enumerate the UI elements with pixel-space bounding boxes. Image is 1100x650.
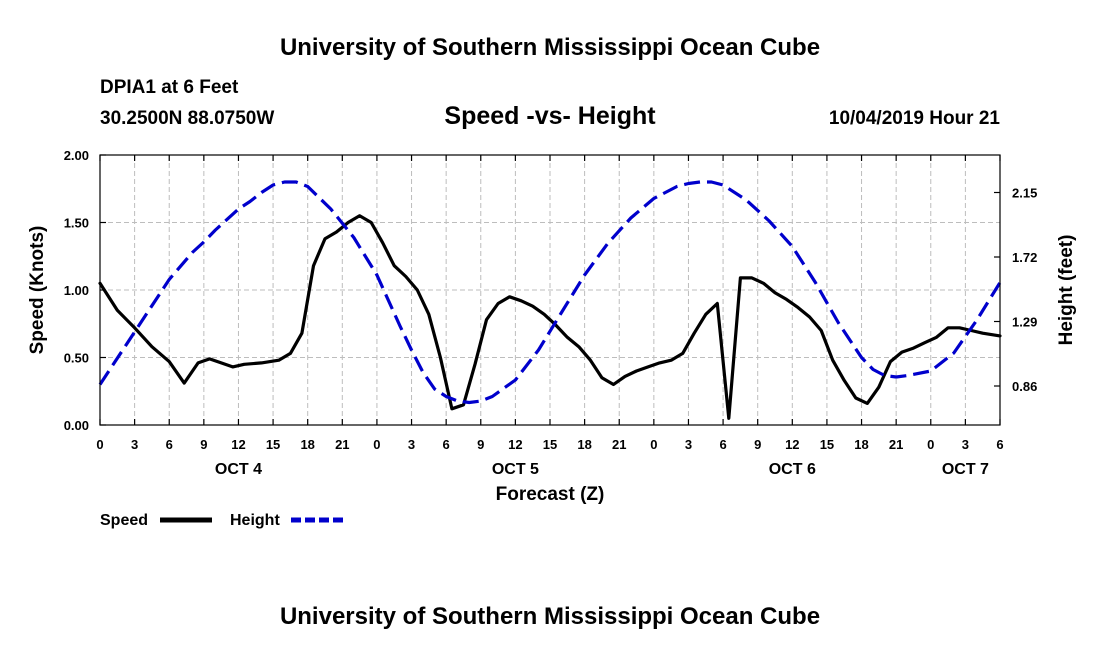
coordinates-label: 30.2500N 88.0750W <box>100 108 274 129</box>
legend-height-label: Height <box>230 512 280 529</box>
x-day-label: OCT 4 <box>215 461 262 478</box>
x-tick-label: 15 <box>266 437 280 452</box>
x-day-label: OCT 5 <box>492 461 539 478</box>
x-tick-label: 15 <box>820 437 834 452</box>
page-title-bottom: University of Southern Mississippi Ocean… <box>280 603 820 630</box>
x-tick-label: 3 <box>408 437 415 452</box>
x-axis-label: Forecast (Z) <box>496 484 605 505</box>
x-tick-label: 6 <box>719 437 726 452</box>
x-tick-label: 6 <box>166 437 173 452</box>
x-tick-label: 12 <box>231 437 245 452</box>
x-tick-label: 18 <box>854 437 868 452</box>
y-tick-label: 0.00 <box>64 418 89 433</box>
x-day-label: OCT 6 <box>769 461 816 478</box>
x-tick-label: 3 <box>685 437 692 452</box>
y-tick-label: 0.50 <box>64 351 89 366</box>
x-tick-label: 18 <box>577 437 591 452</box>
datetime-label: 10/04/2019 Hour 21 <box>829 108 1001 129</box>
x-tick-label: 21 <box>335 437 349 452</box>
x-tick-label: 6 <box>996 437 1003 452</box>
x-tick-label: 21 <box>612 437 626 452</box>
x-tick-label: 0 <box>373 437 380 452</box>
y-tick-label: 1.50 <box>64 216 89 231</box>
series-group <box>98 180 1002 420</box>
legend-speed-label: Speed <box>100 512 148 529</box>
x-tick-label: 3 <box>962 437 969 452</box>
y2-tick-label: 2.15 <box>1012 186 1037 201</box>
x-tick-label: 9 <box>477 437 484 452</box>
x-tick-label: 15 <box>543 437 557 452</box>
chart-title: Speed -vs- Height <box>444 102 656 130</box>
y2-axis-label: Height (feet) <box>1056 235 1077 346</box>
series-line-speed <box>98 214 1002 420</box>
x-tick-label: 12 <box>785 437 799 452</box>
y-tick-label: 2.00 <box>64 148 89 163</box>
x-tick-label: 18 <box>300 437 314 452</box>
station-label: DPIA1 at 6 Feet <box>100 77 239 98</box>
y2-tick-label: 0.86 <box>1012 379 1037 394</box>
y2-tick-label: 1.29 <box>1012 315 1037 330</box>
x-day-label: OCT 7 <box>942 461 989 478</box>
y-axis-label: Speed (Knots) <box>27 226 48 355</box>
series-line-height <box>98 180 1002 405</box>
grid-lines <box>100 155 1000 425</box>
x-tick-label: 9 <box>200 437 207 452</box>
x-tick-label: 0 <box>927 437 934 452</box>
x-tick-label: 0 <box>96 437 103 452</box>
x-tick-label: 9 <box>754 437 761 452</box>
legend: Speed Height <box>100 512 343 529</box>
y2-tick-label: 1.72 <box>1012 250 1037 265</box>
y-tick-label: 1.00 <box>64 283 89 298</box>
x-tick-label: 6 <box>443 437 450 452</box>
x-tick-label: 3 <box>131 437 138 452</box>
x-tick-label: 0 <box>650 437 657 452</box>
axes-ticks: 0 3 6 9 12 15 18 21 0 3 6 9 12 15 18 21 0 3 6 9 12 15 18 21 0 3 6 0… <box>64 148 1038 478</box>
page-title-top: University of Southern Mississippi Ocean… <box>280 34 820 61</box>
x-tick-label: 12 <box>508 437 522 452</box>
x-tick-label: 21 <box>889 437 903 452</box>
